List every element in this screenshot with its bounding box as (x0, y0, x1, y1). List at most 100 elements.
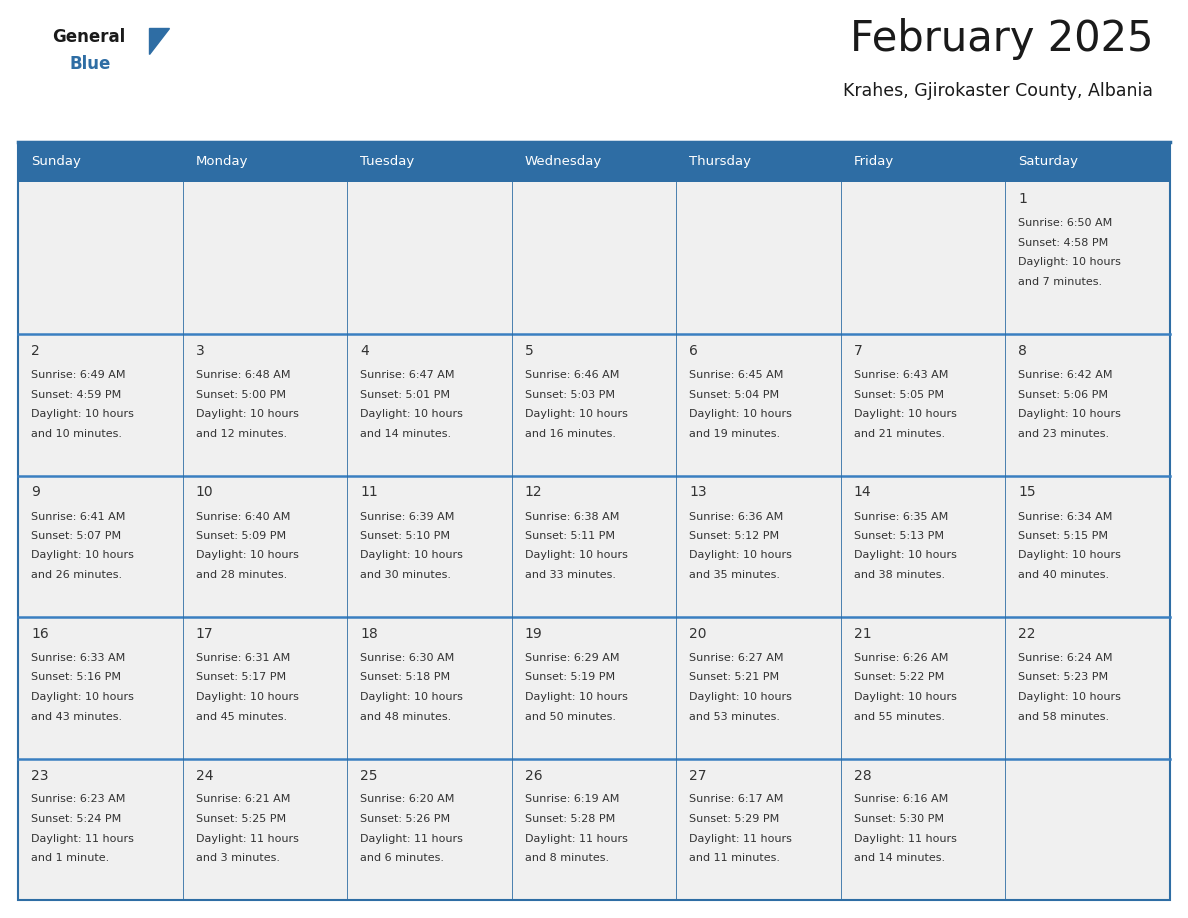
Text: 21: 21 (854, 627, 872, 641)
Text: Daylight: 10 hours: Daylight: 10 hours (525, 551, 627, 561)
Text: Daylight: 11 hours: Daylight: 11 hours (525, 834, 627, 844)
Text: 27: 27 (689, 768, 707, 782)
Text: and 1 minute.: and 1 minute. (31, 853, 109, 863)
Text: and 28 minutes.: and 28 minutes. (196, 570, 286, 580)
Text: 3: 3 (196, 344, 204, 358)
Text: Sunrise: 6:45 AM: Sunrise: 6:45 AM (689, 370, 784, 380)
Text: 4: 4 (360, 344, 369, 358)
Text: and 45 minutes.: and 45 minutes. (196, 711, 286, 722)
Text: Daylight: 10 hours: Daylight: 10 hours (689, 551, 792, 561)
Text: Daylight: 10 hours: Daylight: 10 hours (196, 551, 298, 561)
Text: 15: 15 (1018, 486, 1036, 499)
Bar (18, 617, 1170, 758)
Text: Sunrise: 6:35 AM: Sunrise: 6:35 AM (854, 511, 948, 521)
Text: Daylight: 10 hours: Daylight: 10 hours (1018, 257, 1121, 267)
Text: Sunset: 5:29 PM: Sunset: 5:29 PM (689, 814, 779, 824)
Text: 6: 6 (689, 344, 699, 358)
Text: Sunset: 5:11 PM: Sunset: 5:11 PM (525, 531, 614, 541)
Text: Sunset: 5:25 PM: Sunset: 5:25 PM (196, 814, 285, 824)
Text: Sunset: 5:04 PM: Sunset: 5:04 PM (689, 389, 779, 399)
Text: Sunrise: 6:29 AM: Sunrise: 6:29 AM (525, 653, 619, 663)
Text: Daylight: 10 hours: Daylight: 10 hours (360, 409, 463, 419)
Bar (18, 476, 1170, 617)
Text: Sunset: 5:00 PM: Sunset: 5:00 PM (196, 389, 285, 399)
Text: Sunrise: 6:36 AM: Sunrise: 6:36 AM (689, 511, 784, 521)
Text: Thursday: Thursday (689, 155, 751, 169)
Text: and 43 minutes.: and 43 minutes. (31, 711, 122, 722)
Text: 26: 26 (525, 768, 543, 782)
Text: Sunrise: 6:16 AM: Sunrise: 6:16 AM (854, 794, 948, 804)
Text: February 2025: February 2025 (849, 18, 1154, 60)
Text: Sunset: 5:24 PM: Sunset: 5:24 PM (31, 814, 121, 824)
Text: Blue: Blue (70, 55, 112, 73)
Text: and 50 minutes.: and 50 minutes. (525, 711, 615, 722)
Text: Sunrise: 6:50 AM: Sunrise: 6:50 AM (1018, 218, 1113, 228)
Text: Sunset: 4:58 PM: Sunset: 4:58 PM (1018, 238, 1108, 248)
Text: 22: 22 (1018, 627, 1036, 641)
Text: Sunrise: 6:27 AM: Sunrise: 6:27 AM (689, 653, 784, 663)
Text: Sunrise: 6:23 AM: Sunrise: 6:23 AM (31, 794, 126, 804)
Text: Monday: Monday (196, 155, 248, 169)
Text: 17: 17 (196, 627, 213, 641)
Text: and 48 minutes.: and 48 minutes. (360, 711, 451, 722)
Text: Sunrise: 6:24 AM: Sunrise: 6:24 AM (1018, 653, 1113, 663)
Text: Sunrise: 6:47 AM: Sunrise: 6:47 AM (360, 370, 455, 380)
Text: Daylight: 10 hours: Daylight: 10 hours (1018, 692, 1121, 702)
Text: Daylight: 11 hours: Daylight: 11 hours (689, 834, 792, 844)
Text: Daylight: 11 hours: Daylight: 11 hours (196, 834, 298, 844)
Text: Sunrise: 6:39 AM: Sunrise: 6:39 AM (360, 511, 455, 521)
Text: and 30 minutes.: and 30 minutes. (360, 570, 451, 580)
Text: 12: 12 (525, 486, 543, 499)
Text: Sunrise: 6:43 AM: Sunrise: 6:43 AM (854, 370, 948, 380)
Text: and 55 minutes.: and 55 minutes. (854, 711, 944, 722)
Text: Saturday: Saturday (1018, 155, 1079, 169)
Text: and 33 minutes.: and 33 minutes. (525, 570, 615, 580)
Text: Sunset: 5:30 PM: Sunset: 5:30 PM (854, 814, 943, 824)
Text: Daylight: 11 hours: Daylight: 11 hours (360, 834, 463, 844)
Text: Daylight: 10 hours: Daylight: 10 hours (854, 692, 956, 702)
Text: 10: 10 (196, 486, 213, 499)
Text: Daylight: 10 hours: Daylight: 10 hours (1018, 409, 1121, 419)
Text: and 35 minutes.: and 35 minutes. (689, 570, 781, 580)
Text: and 53 minutes.: and 53 minutes. (689, 711, 781, 722)
Text: Sunset: 5:01 PM: Sunset: 5:01 PM (360, 389, 450, 399)
Text: Friday: Friday (854, 155, 895, 169)
Text: Sunset: 5:13 PM: Sunset: 5:13 PM (854, 531, 943, 541)
Bar (18, 182, 1170, 334)
Text: 13: 13 (689, 486, 707, 499)
Polygon shape (148, 28, 169, 54)
Text: Sunset: 5:28 PM: Sunset: 5:28 PM (525, 814, 615, 824)
Text: Daylight: 11 hours: Daylight: 11 hours (854, 834, 956, 844)
Text: 25: 25 (360, 768, 378, 782)
Text: and 16 minutes.: and 16 minutes. (525, 429, 615, 439)
Text: and 19 minutes.: and 19 minutes. (689, 429, 781, 439)
Text: Sunset: 5:06 PM: Sunset: 5:06 PM (1018, 389, 1108, 399)
Text: 23: 23 (31, 768, 49, 782)
Text: Sunrise: 6:17 AM: Sunrise: 6:17 AM (689, 794, 784, 804)
Text: and 21 minutes.: and 21 minutes. (854, 429, 944, 439)
Text: 24: 24 (196, 768, 213, 782)
Text: 18: 18 (360, 627, 378, 641)
Text: Daylight: 10 hours: Daylight: 10 hours (854, 409, 956, 419)
Text: 11: 11 (360, 486, 378, 499)
Text: Sunset: 5:10 PM: Sunset: 5:10 PM (360, 531, 450, 541)
Text: Daylight: 10 hours: Daylight: 10 hours (360, 551, 463, 561)
Text: Sunset: 5:05 PM: Sunset: 5:05 PM (854, 389, 943, 399)
Text: Daylight: 10 hours: Daylight: 10 hours (689, 692, 792, 702)
Text: and 10 minutes.: and 10 minutes. (31, 429, 122, 439)
Text: Sunset: 5:07 PM: Sunset: 5:07 PM (31, 531, 121, 541)
Text: and 14 minutes.: and 14 minutes. (360, 429, 451, 439)
Bar (18, 758, 1170, 900)
Text: Sunrise: 6:46 AM: Sunrise: 6:46 AM (525, 370, 619, 380)
Text: Sunrise: 6:33 AM: Sunrise: 6:33 AM (31, 653, 125, 663)
Bar (18, 142, 1170, 182)
Text: General: General (52, 28, 125, 46)
Text: Daylight: 11 hours: Daylight: 11 hours (31, 834, 134, 844)
Text: Wednesday: Wednesday (525, 155, 602, 169)
Text: Sunset: 5:26 PM: Sunset: 5:26 PM (360, 814, 450, 824)
Text: 9: 9 (31, 486, 40, 499)
Text: Sunrise: 6:26 AM: Sunrise: 6:26 AM (854, 653, 948, 663)
Text: Daylight: 10 hours: Daylight: 10 hours (31, 692, 134, 702)
Text: Tuesday: Tuesday (360, 155, 415, 169)
Text: Krahes, Gjirokaster County, Albania: Krahes, Gjirokaster County, Albania (843, 82, 1154, 100)
